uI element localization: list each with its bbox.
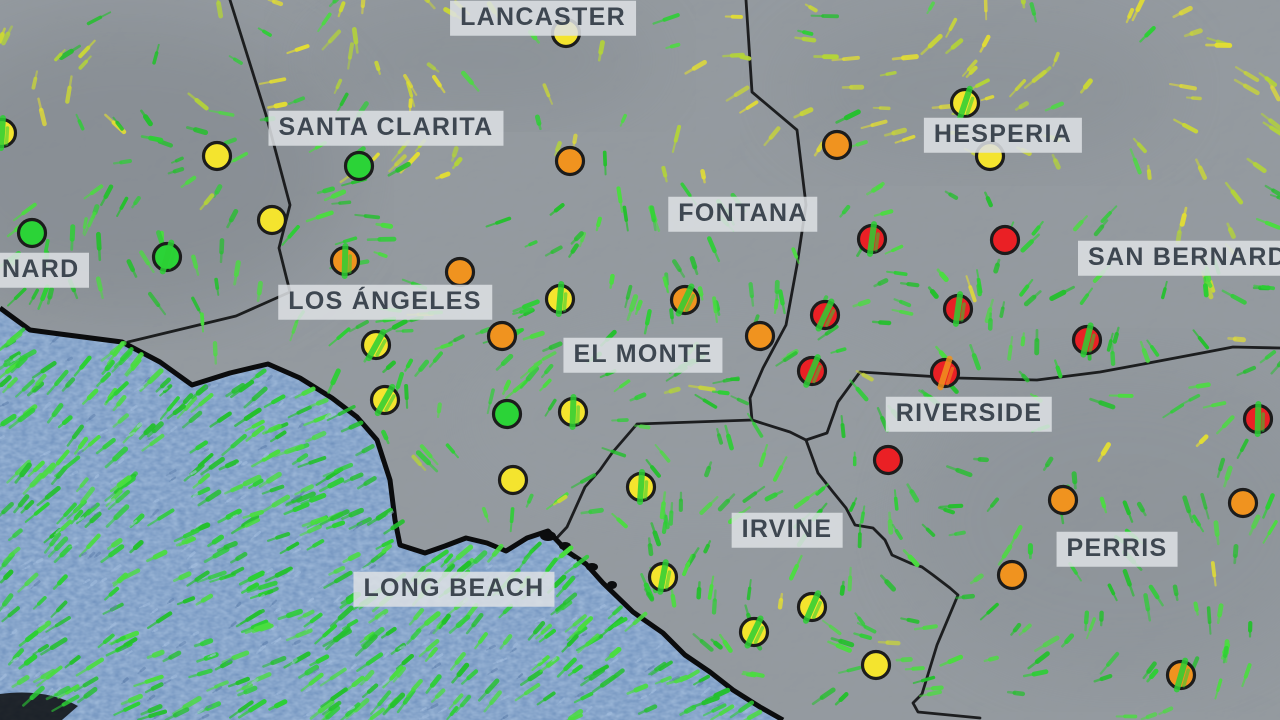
wind-streak-overlay (562, 292, 568, 312)
station-dot-yellow[interactable] (201, 140, 233, 172)
wind-streak-overlay (952, 291, 964, 327)
station-dot-orange[interactable] (744, 320, 776, 352)
station-dot-yellow[interactable] (625, 469, 657, 505)
station-dot-red[interactable] (809, 298, 841, 332)
wind-streak-overlay (802, 590, 822, 624)
station-dot-red[interactable] (856, 221, 888, 257)
station-dot-yellow[interactable] (860, 649, 892, 681)
wind-streak-overlay (1254, 401, 1262, 437)
wind-streak-overlay (937, 355, 953, 391)
wind-streak-overlay (945, 366, 955, 386)
county-line (126, 0, 292, 344)
wind-streak-overlay (824, 309, 836, 327)
station-dot-orange[interactable] (1047, 484, 1079, 516)
wind-streak-overlay (657, 559, 669, 595)
station-dot-green[interactable] (16, 217, 48, 249)
station-dot-orange[interactable] (821, 129, 853, 161)
station-dot-red[interactable] (942, 291, 974, 327)
station-dot-orange[interactable] (444, 256, 476, 288)
wind-streak-overlay (874, 232, 880, 252)
coastline (0, 305, 785, 720)
wind-streak-overlay (375, 339, 387, 357)
harbor-blob (540, 531, 556, 541)
station-dot-red[interactable] (1071, 322, 1103, 358)
wind-streak-overlay (575, 405, 581, 425)
station-dot-yellow[interactable] (497, 464, 529, 496)
station-dot-yellow[interactable] (557, 394, 589, 430)
wind-streak-overlay (637, 469, 645, 505)
wind-streak-overlay (812, 600, 822, 620)
station-dot-green[interactable] (343, 150, 375, 182)
wind-streak-overlay (1173, 657, 1189, 693)
wind-streak-overlay (1182, 668, 1190, 688)
station-dot-yellow[interactable] (360, 328, 392, 362)
island (0, 692, 78, 720)
wind-streak-overlay (569, 394, 577, 430)
station-dot-red[interactable] (1242, 401, 1274, 437)
harbor-blob (607, 581, 617, 589)
county-line (551, 0, 808, 544)
station-dots-layer (0, 17, 1274, 693)
wind-streak-overlay (341, 243, 349, 279)
wind-streak-overlay (815, 298, 835, 332)
station-dot-yellow[interactable] (738, 615, 770, 649)
wind-streak-overlay (643, 480, 649, 500)
station-dot-yellow[interactable] (369, 383, 401, 417)
wind-streak-overlay (957, 85, 973, 121)
station-dot-orange[interactable] (669, 283, 701, 317)
wind-streak-overlay (159, 239, 175, 275)
wind-streak-overlay (960, 302, 966, 322)
station-dot-yellow[interactable] (974, 140, 1006, 172)
wind-streak-overlay (684, 294, 696, 312)
station-dot-green[interactable] (491, 398, 523, 430)
wind-streak-overlay (664, 570, 672, 590)
station-dot-orange[interactable] (1165, 657, 1197, 693)
station-dot-red[interactable] (989, 224, 1021, 256)
wind-streak-overlay (1080, 322, 1094, 358)
station-dot-orange[interactable] (329, 243, 361, 279)
wind-streak-overlay (812, 364, 822, 384)
harbor-blob (586, 563, 598, 571)
wind-streak-overlay (803, 354, 821, 388)
wind-streak-overlay (744, 615, 764, 649)
wind-streak-overlay (4, 126, 10, 146)
station-dot-yellow[interactable] (0, 115, 18, 151)
wind-streak-overlay (167, 250, 177, 270)
station-dot-yellow[interactable] (550, 17, 582, 49)
wind-streak-overlay (675, 283, 695, 317)
wind-streak-overlay (365, 328, 387, 362)
station-dot-green[interactable] (151, 239, 183, 275)
station-dot-yellow[interactable] (256, 204, 288, 236)
wind-streak-overlay (384, 394, 396, 412)
station-dot-red[interactable] (929, 355, 961, 391)
wind-streak-overlay (0, 115, 6, 151)
station-dot-yellow[interactable] (949, 85, 981, 121)
wind-streak-overlay (1088, 333, 1096, 353)
station-dot-orange[interactable] (554, 145, 586, 177)
ocean (0, 305, 785, 720)
wind-streak-overlay (374, 383, 396, 417)
station-dot-red[interactable] (796, 354, 828, 388)
wind-streak-overlay (555, 281, 565, 317)
wind-streak-overlay (965, 96, 975, 116)
station-dot-orange[interactable] (996, 559, 1028, 591)
wind-streak-overlay (753, 626, 765, 644)
station-dot-red[interactable] (872, 444, 904, 476)
station-dot-yellow[interactable] (647, 559, 679, 595)
station-dot-orange[interactable] (1227, 487, 1259, 519)
station-dot-yellow[interactable] (544, 281, 576, 317)
station-dot-yellow[interactable] (796, 590, 828, 624)
wind-streak-overlay (867, 221, 877, 257)
station-dot-orange[interactable] (486, 320, 518, 352)
